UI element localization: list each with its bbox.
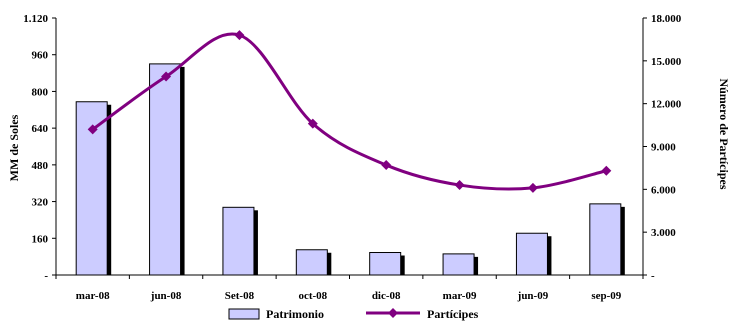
- bar: [442, 253, 475, 276]
- x-tick-label: Set-08: [225, 290, 255, 302]
- y2-tick-label: 18.000: [651, 13, 682, 25]
- participes-marker: [234, 30, 245, 41]
- y-tick-label: -: [44, 270, 48, 282]
- y2-tick-label: 3.000: [651, 227, 676, 239]
- x-tick-label: mar-08: [76, 290, 110, 302]
- bar: [295, 249, 328, 276]
- line-layer: [87, 30, 612, 193]
- legend-label-participes: Partícipes: [427, 307, 479, 321]
- bar: [149, 63, 182, 276]
- y2-axis-title: Número de Partícipes: [717, 78, 731, 189]
- bars-layer: [75, 63, 625, 276]
- right-axis-ticks: - 3.000 6.000 9.000 12.000 15.000 18.000: [643, 13, 682, 282]
- x-axis-ticks: mar-08 jun-08 Set-08 oct-08 dic-08 mar-09 jun-…: [55, 275, 644, 302]
- y2-tick-label: 9.000: [651, 142, 676, 154]
- y2-tick-label: 15.000: [651, 56, 682, 68]
- participes-marker: [527, 182, 538, 193]
- bar: [222, 206, 255, 276]
- y-tick-label: 1.120: [23, 13, 48, 25]
- participes-marker: [307, 118, 318, 129]
- y2-tick-label: 6.000: [651, 184, 676, 196]
- x-tick-label: mar-09: [443, 290, 477, 302]
- y-tick-label: 480: [32, 160, 49, 172]
- y-tick-label: 320: [32, 197, 49, 209]
- left-axis-ticks: - 160 320 480 640 800 960 1.120: [23, 13, 56, 282]
- x-tick-label: sep-09: [591, 290, 621, 302]
- legend-swatch-patrimonio: [228, 308, 260, 320]
- x-tick-label: jun-09: [517, 290, 549, 302]
- bar: [515, 232, 548, 276]
- legend: Patrimonio Partícipes: [228, 307, 479, 321]
- x-tick-label: jun-08: [150, 290, 182, 302]
- participes-marker: [87, 124, 98, 135]
- participes-marker: [381, 160, 392, 171]
- y-tick-label: 640: [32, 123, 49, 135]
- y2-tick-label: 12.000: [651, 99, 682, 111]
- bar: [589, 203, 622, 276]
- legend-marker-participes: [388, 308, 398, 318]
- bar: [369, 252, 402, 276]
- participes-marker: [601, 165, 612, 176]
- y-tick-label: 800: [32, 86, 49, 98]
- participes-marker: [161, 71, 172, 82]
- participes-marker: [454, 180, 465, 191]
- legend-label-patrimonio: Patrimonio: [266, 307, 324, 321]
- x-tick-label: dic-08: [372, 290, 401, 302]
- y-axis-title: MM de Soles: [7, 114, 21, 181]
- y-tick-label: 160: [32, 233, 49, 245]
- participes-line: [91, 32, 607, 191]
- y2-tick-label: -: [651, 270, 655, 282]
- y-tick-label: 960: [32, 50, 49, 62]
- x-tick-label: oct-08: [298, 290, 327, 302]
